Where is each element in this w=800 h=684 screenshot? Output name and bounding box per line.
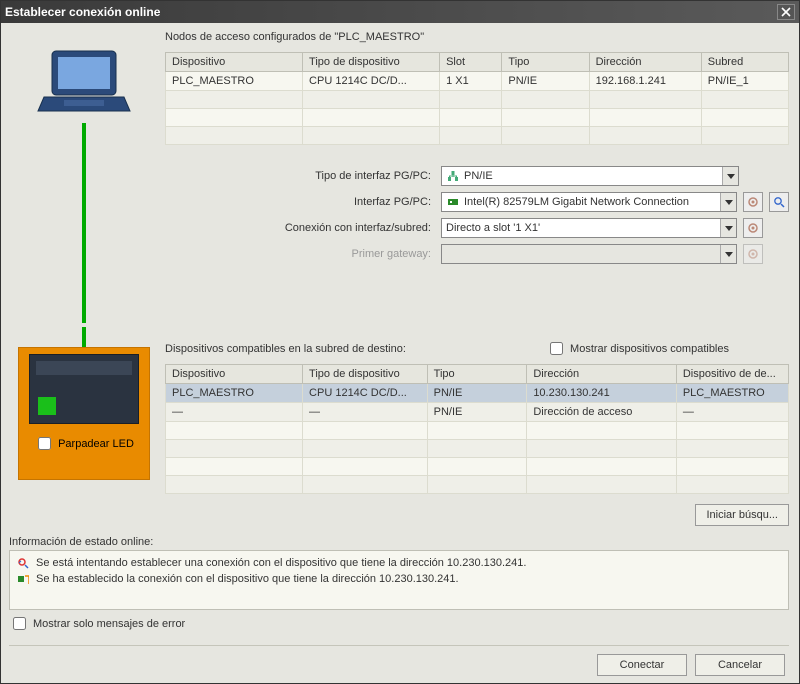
- pgpc-if-label: Interfaz PG/PC:: [165, 196, 435, 208]
- searching-icon: [16, 557, 30, 569]
- status-line: Se ha establecido la conexión con el dis…: [16, 571, 782, 587]
- compat-label: Dispositivos compatibles en la subred de…: [165, 343, 540, 355]
- status-box: Se está intentando establecer una conexi…: [9, 550, 789, 610]
- show-compat-label: Mostrar dispositivos compatibles: [570, 343, 729, 355]
- errors-only-label: Mostrar solo mensajes de error: [33, 618, 185, 630]
- errors-only-checkbox[interactable]: [13, 617, 26, 630]
- pgpc-type-label: Tipo de interfaz PG/PC:: [165, 170, 435, 182]
- pgpc-type-select[interactable]: PN/IE: [441, 166, 739, 186]
- dialog-window: Establecer conexión online Nodos de acce…: [0, 0, 800, 684]
- table-row: [166, 440, 789, 458]
- nic-icon: [446, 195, 460, 209]
- table-row[interactable]: — — PN/IE Dirección de acceso —: [166, 403, 789, 422]
- access-nodes-label: Nodos de acceso configurados de "PLC_MAE…: [165, 31, 789, 43]
- status-title: Información de estado online:: [9, 536, 789, 548]
- blink-led-checkbox[interactable]: [38, 437, 51, 450]
- col-addr: Dirección: [527, 365, 677, 384]
- gear-plug-icon: [747, 248, 759, 260]
- start-search-button[interactable]: Iniciar búsqu...: [695, 504, 789, 526]
- left-panel-bottom: Parpadear LED: [9, 329, 159, 526]
- table-row: [166, 109, 789, 127]
- chevron-down-icon: [720, 245, 736, 263]
- gear-plug-icon: [747, 222, 759, 234]
- col-device: Dispositivo: [166, 365, 303, 384]
- table-row[interactable]: PLC_MAESTRO CPU 1214C DC/D... PN/IE 10.2…: [166, 384, 789, 403]
- connect-button[interactable]: Conectar: [597, 654, 687, 676]
- chevron-down-icon: [720, 219, 736, 237]
- magnifier-icon: [773, 196, 785, 208]
- conn-select[interactable]: Directo a slot '1 X1': [441, 218, 737, 238]
- table-row[interactable]: PLC_MAESTRO CPU 1214C DC/D... 1 X1 PN/IE…: [166, 72, 789, 91]
- col-type: Tipo: [427, 365, 527, 384]
- cancel-button[interactable]: Cancelar: [695, 654, 785, 676]
- conn-label: Conexión con interfaz/subred:: [165, 222, 435, 234]
- pgpc-form: Tipo de interfaz PG/PC: PN/IE Interfaz P…: [165, 163, 789, 267]
- blink-led-label: Parpadear LED: [58, 438, 134, 450]
- col-target: Dispositivo de de...: [676, 365, 788, 384]
- col-devtype: Tipo de dispositivo: [303, 365, 428, 384]
- compat-table: Dispositivo Tipo de dispositivo Tipo Dir…: [165, 364, 789, 494]
- network-icon: [446, 169, 460, 183]
- table-row: [166, 127, 789, 145]
- table-row: [166, 91, 789, 109]
- close-button[interactable]: [777, 4, 795, 20]
- device-panel: Parpadear LED: [18, 347, 150, 480]
- chevron-down-icon: [722, 167, 738, 185]
- col-slot: Slot: [440, 53, 502, 72]
- config-button-2[interactable]: [743, 218, 763, 238]
- gateway-label: Primer gateway:: [165, 248, 435, 260]
- dialog-buttons: Conectar Cancelar: [9, 645, 789, 680]
- col-addr: Dirección: [589, 53, 701, 72]
- config-button-3: [743, 244, 763, 264]
- config-button[interactable]: [743, 192, 763, 212]
- access-nodes-table: Dispositivo Tipo de dispositivo Slot Tip…: [165, 52, 789, 145]
- col-device: Dispositivo: [166, 53, 303, 72]
- left-panel-top: [9, 31, 159, 323]
- search-button[interactable]: [769, 192, 789, 212]
- chevron-down-icon: [720, 193, 736, 211]
- plc-icon: [29, 354, 139, 424]
- table-row: [166, 458, 789, 476]
- laptop-icon: [34, 45, 134, 125]
- window-title: Establecer conexión online: [5, 5, 160, 19]
- gear-plug-icon: [747, 196, 759, 208]
- col-type: Tipo: [502, 53, 589, 72]
- show-compat-checkbox[interactable]: [550, 342, 563, 355]
- ok-icon: [16, 573, 30, 585]
- close-icon: [781, 7, 791, 17]
- status-line: Se está intentando establecer una conexi…: [16, 555, 782, 571]
- col-devtype: Tipo de dispositivo: [303, 53, 440, 72]
- gateway-select: [441, 244, 737, 264]
- table-row: [166, 476, 789, 494]
- table-row: [166, 422, 789, 440]
- titlebar: Establecer conexión online: [1, 1, 799, 23]
- pgpc-if-select[interactable]: Intel(R) 82579LM Gigabit Network Connect…: [441, 192, 737, 212]
- col-subnet: Subred: [701, 53, 788, 72]
